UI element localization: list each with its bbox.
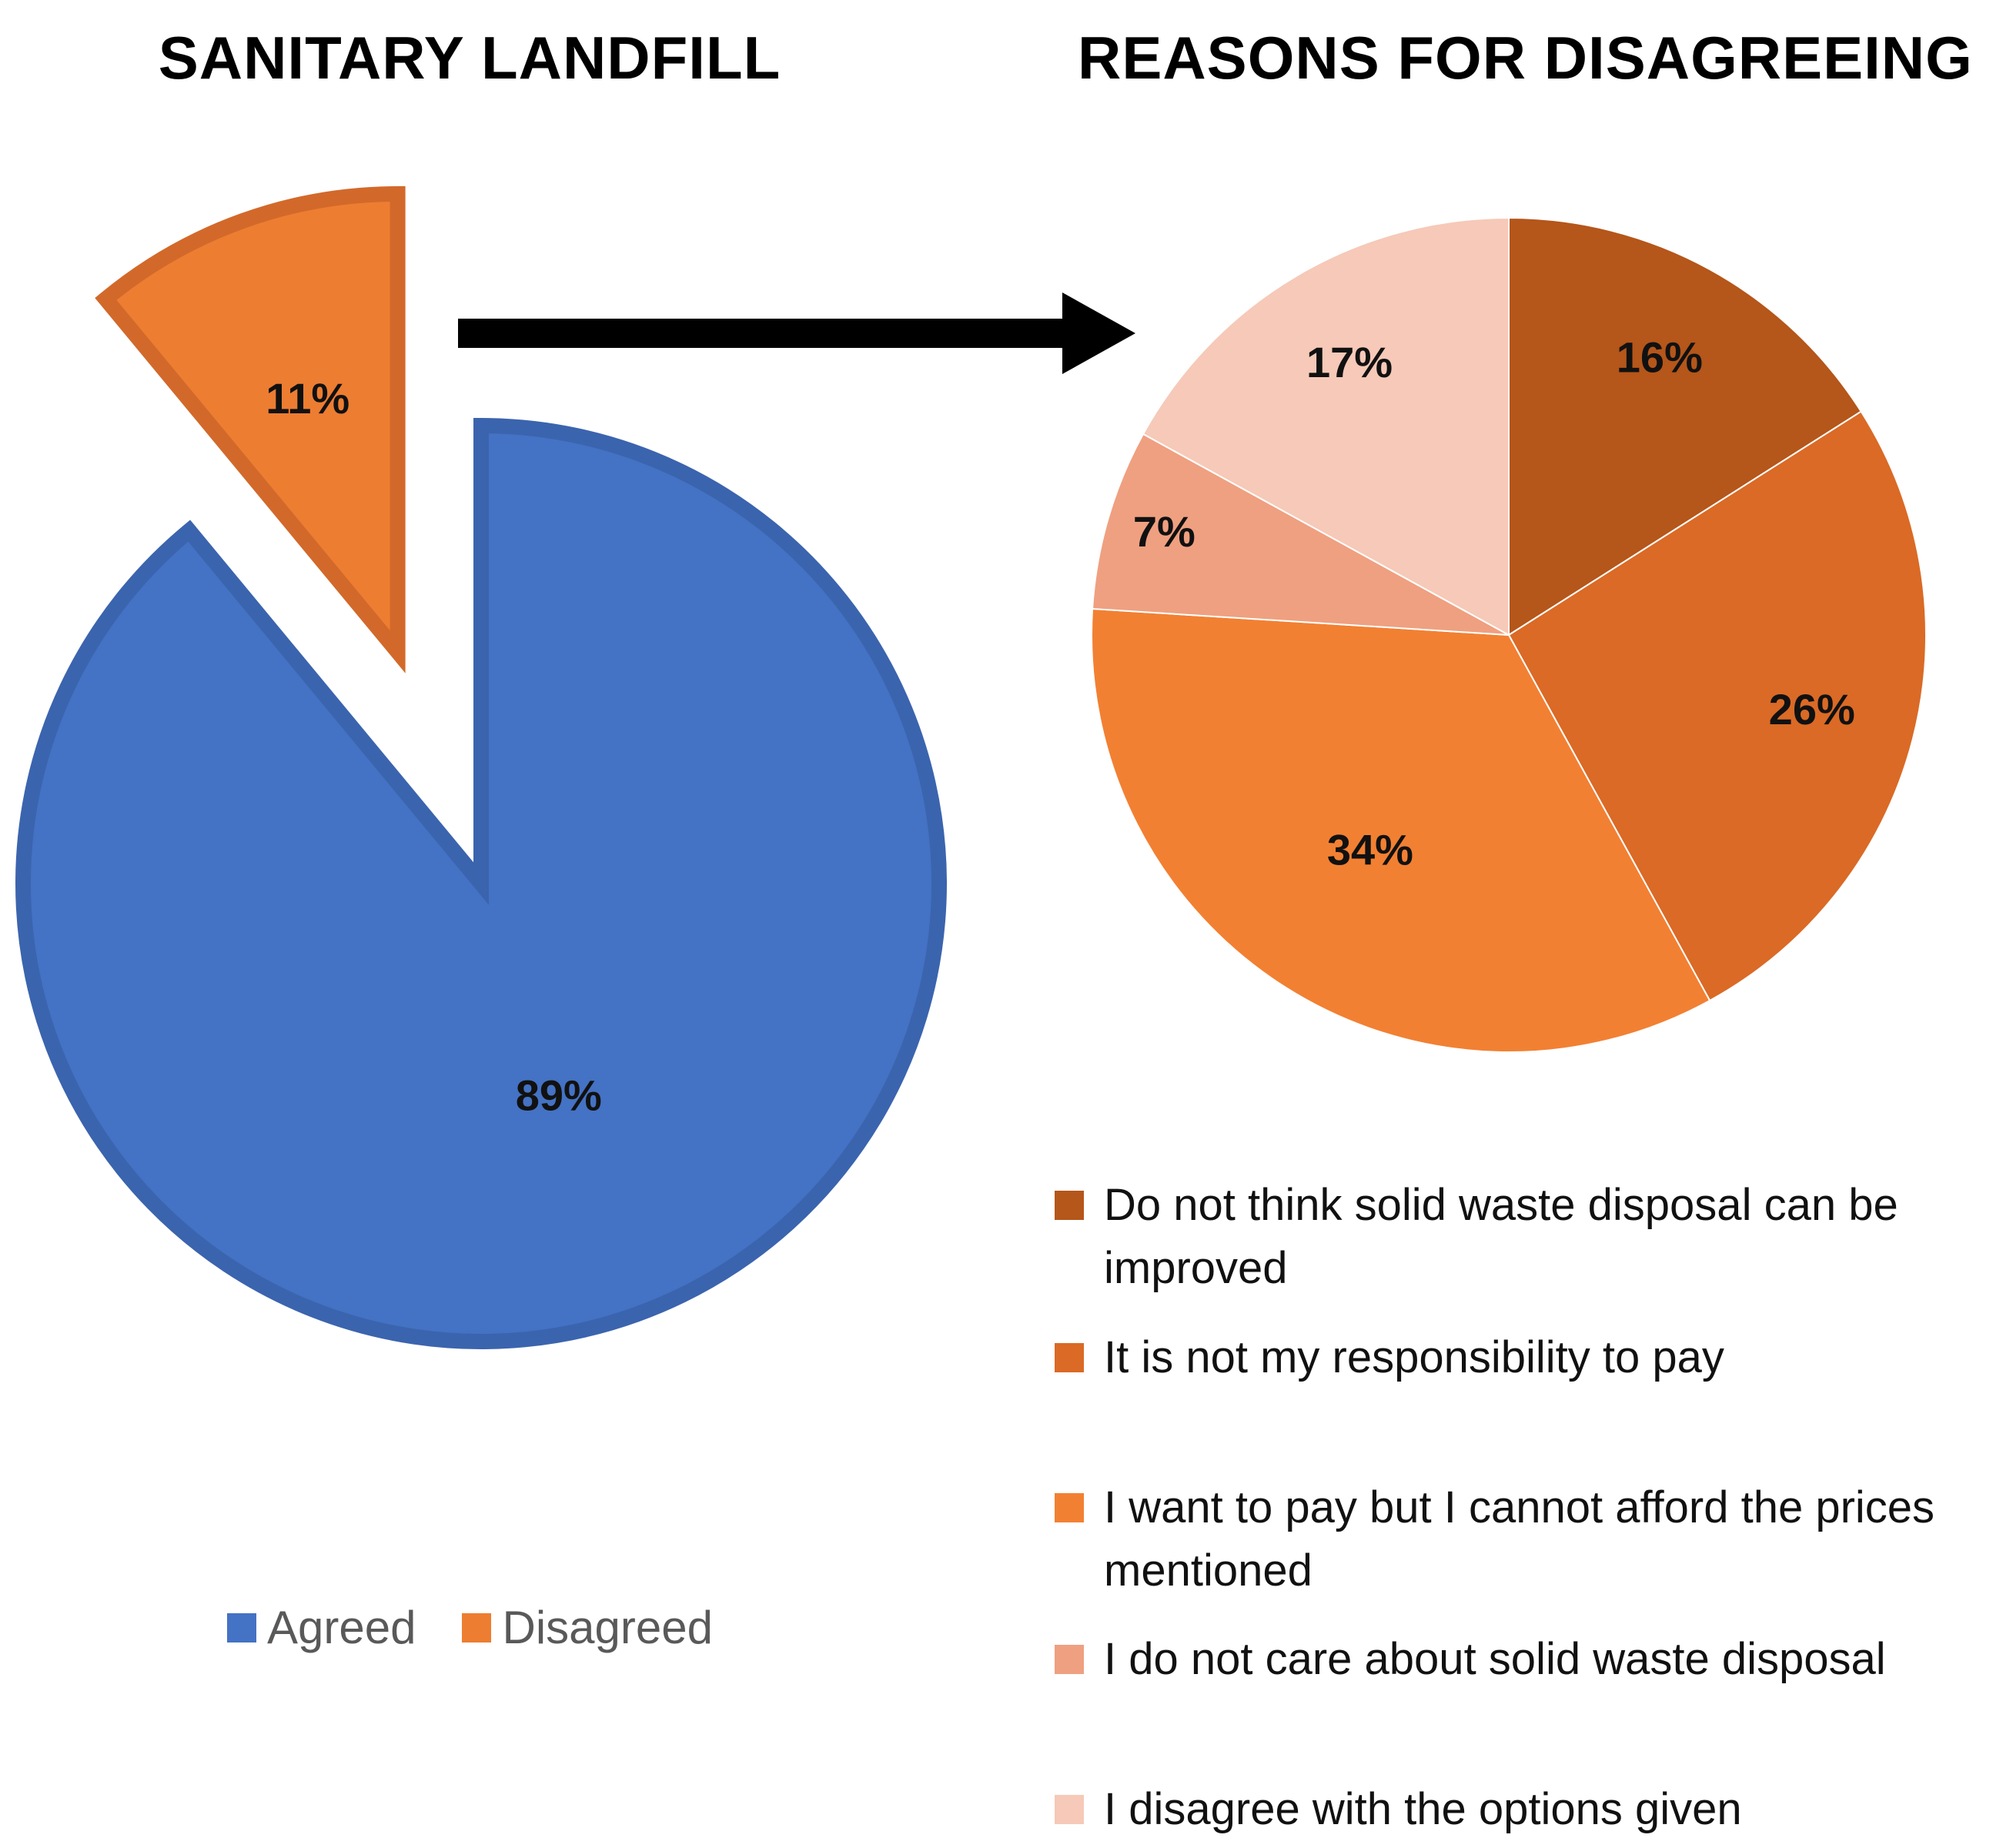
pie-slice-do-not-think-solid-waste-disposal-can-be-improved [1508, 216, 1863, 637]
legend-item-reason-3: I want to pay but I cannot afford the pr… [1055, 1476, 1990, 1602]
pie-slice-disagreed [95, 185, 406, 673]
legend-item-reason-1: Do not think solid waste disposal can be… [1055, 1174, 1990, 1300]
legend-swatch-reason-3 [1055, 1493, 1084, 1522]
legend-swatch-disagreed [462, 1612, 492, 1642]
data-label-i-disagree-with-the-options-given: 17% [1306, 338, 1393, 386]
pie-slice-i-do-not-care-about-solid-waste-disposal [1092, 433, 1510, 636]
legend-label-reason-5: I disagree with the options given [1104, 1784, 1742, 1834]
right-chart-title: REASONS FOR DISAGREEING [1078, 24, 1973, 92]
data-label-i-want-to-pay-but-i-cannot-afford-the-prices-mentioned: 34% [1327, 826, 1413, 874]
left-legend: Agreed Disagreed [227, 1601, 713, 1654]
legend-swatch-reason-2 [1055, 1343, 1084, 1372]
legend-item-disagreed: Disagreed [462, 1601, 713, 1654]
legend-item-agreed: Agreed [227, 1601, 416, 1654]
legend-swatch-reason-5 [1055, 1795, 1084, 1824]
legend-label-reason-3: I want to pay but I cannot afford the pr… [1104, 1482, 1935, 1596]
right-pie: 16% 26% 34% 7% 17% [1091, 216, 1928, 1053]
left-chart-title: SANITARY LANDFILL [158, 24, 781, 92]
legend-item-reason-2: It is not my responsibility to pay [1055, 1326, 1990, 1389]
legend-label-reason-1: Do not think solid waste disposal can be… [1104, 1180, 1898, 1293]
data-label-agreed: 89% [516, 1071, 602, 1120]
pie-slice-it-is-not-my-responsibility-to-pay [1507, 410, 1928, 1002]
legend-label-agreed: Agreed [267, 1602, 416, 1653]
data-label-disagreed: 11% [266, 374, 349, 423]
legend-item-reason-5: I disagree with the options given [1055, 1778, 1990, 1841]
pie-slice-agreed [15, 417, 947, 1349]
data-label-do-not-think-solid-waste-disposal-can-be-improved: 16% [1617, 333, 1703, 382]
legend-label-reason-4: I do not care about solid waste disposal [1104, 1634, 1886, 1684]
legend-swatch-reason-4 [1055, 1645, 1084, 1674]
left-pie: 89% 11% [15, 185, 947, 1349]
pie-slice-i-disagree-with-the-options-given [1142, 216, 1510, 637]
pie-slice-i-want-to-pay-but-i-cannot-afford-the-prices-mentioned [1091, 607, 1711, 1053]
legend-swatch-reason-1 [1055, 1191, 1084, 1220]
legend-label-disagreed: Disagreed [502, 1602, 713, 1653]
data-label-i-do-not-care-about-solid-waste-disposal: 7% [1133, 507, 1195, 556]
legend-item-reason-4: I do not care about solid waste disposal [1055, 1628, 1990, 1691]
data-label-it-is-not-my-responsibility-to-pay: 26% [1769, 685, 1855, 734]
right-arrow-icon [458, 292, 1135, 374]
legend-swatch-agreed [227, 1612, 256, 1642]
legend-label-reason-2: It is not my responsibility to pay [1104, 1332, 1724, 1382]
